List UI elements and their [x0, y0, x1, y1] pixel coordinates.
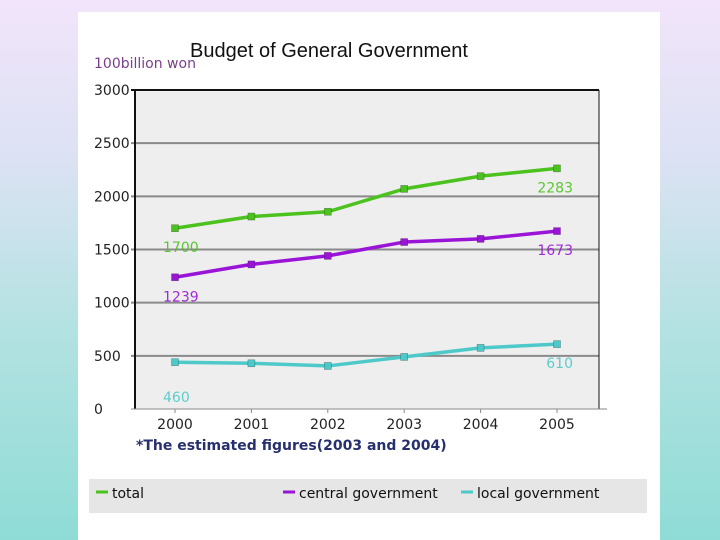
- x-tick-label: 2002: [310, 417, 346, 433]
- estimate-note: *The estimated figures(2003 and 2004): [136, 438, 447, 454]
- series-line-total: [174, 166, 558, 230]
- y-tick-label: 1000: [94, 296, 130, 312]
- legend-label-central-government: central government: [299, 486, 438, 502]
- data-labels: 1700 2283 1239 1673 460 610: [163, 180, 573, 406]
- y-axis-unit-label: 100billion won: [94, 56, 196, 72]
- data-point-total: [171, 224, 179, 233]
- data-label-central-government: 1673: [537, 243, 573, 259]
- chart-title: Budget of General Government: [190, 40, 468, 62]
- data-label-local-government: 610: [546, 356, 573, 372]
- x-tick-label: 2003: [386, 417, 422, 433]
- series-line-central-government: [174, 229, 558, 279]
- data-point-central-government: [171, 273, 179, 282]
- legend-label-local-government: local government: [477, 486, 600, 502]
- data-point-local-government: [476, 344, 485, 352]
- y-tick-label: 2000: [94, 189, 130, 205]
- legend: total central government local government: [96, 486, 600, 502]
- y-tick-label: 2500: [94, 136, 130, 152]
- data-point-central-government: [476, 235, 485, 243]
- data-label-total: 2283: [537, 180, 573, 196]
- legend-box: [89, 479, 647, 513]
- line-chart: Budget of General Government 100billion …: [89, 40, 647, 513]
- x-tick-label: 2004: [463, 417, 499, 433]
- data-point-central-government: [400, 238, 409, 246]
- data-label-central-government: 1239: [163, 289, 199, 305]
- y-tick-label: 0: [94, 402, 103, 418]
- data-point-central-government: [247, 260, 256, 269]
- data-point-local-government: [324, 362, 332, 370]
- data-point-local-government: [553, 340, 561, 348]
- series-line-local-government: [174, 342, 558, 368]
- data-point-total: [324, 207, 332, 216]
- y-tick-label: 500: [94, 349, 121, 365]
- x-tick-label: 2001: [234, 417, 270, 433]
- data-point-local-government: [400, 353, 409, 361]
- axes: 0 500 1000 1500 2000 2500 3000 2000 2001 2002 2003…: [94, 83, 607, 433]
- legend-label-total: total: [112, 486, 144, 502]
- data-point-total: [247, 212, 256, 221]
- chart-panel: Budget of General Government 100billion …: [78, 12, 660, 540]
- data-label-local-government: 460: [163, 390, 190, 406]
- data-point-local-government: [171, 358, 179, 367]
- data-point-central-government: [324, 252, 332, 260]
- y-tick-label: 1500: [94, 243, 130, 259]
- data-point-central-government: [553, 227, 561, 235]
- data-point-total: [476, 172, 485, 180]
- y-tick-label: 3000: [94, 83, 130, 99]
- data-point-local-government: [247, 359, 256, 368]
- series-lines: [171, 164, 561, 370]
- x-tick-label: 2000: [157, 417, 193, 433]
- data-label-total: 1700: [163, 240, 199, 256]
- data-point-total: [553, 164, 561, 173]
- x-tick-label: 2005: [539, 417, 575, 433]
- data-point-total: [400, 185, 409, 193]
